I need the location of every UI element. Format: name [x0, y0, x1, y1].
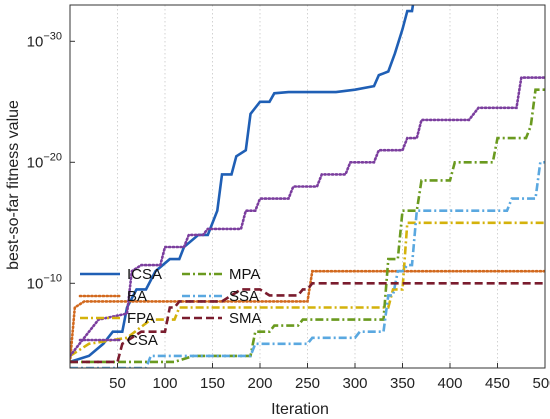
grid [117, 5, 546, 368]
legend-label-ssa: SSA [229, 288, 259, 305]
series-line-fpa [70, 221, 545, 357]
legend-label-fpa: FPA [127, 310, 155, 327]
legend-label-mpa: MPA [229, 266, 260, 283]
x-tick-label: 50 [109, 375, 126, 392]
y-ticks: 10−10 10−20 10−30 [27, 30, 75, 292]
y-tick-label: 10−20 [27, 151, 62, 171]
series-line-mpa [70, 88, 545, 364]
legend-label-icsa: ICSA [127, 266, 162, 283]
x-axis-title: Iteration [271, 401, 329, 418]
legend-label-csa: CSA [127, 332, 158, 349]
y-tick-label: 10−10 [27, 272, 62, 292]
x-ticks: 50 100 150 200 250 300 350 400 450 500 [109, 363, 550, 392]
legend-label-sma: SMA [229, 310, 262, 327]
series-line-ssa [70, 161, 545, 368]
y-axis-title: best-so-far fitness value [5, 100, 22, 270]
x-tick-label: 450 [485, 375, 510, 392]
legend: ICSA BA FPA CSA MPA SSA SMA [78, 266, 262, 349]
x-tick-label: 300 [342, 375, 367, 392]
series-line-sma [70, 282, 545, 364]
y-tick-label: 10−30 [27, 30, 62, 50]
x-tick-label: 400 [437, 375, 462, 392]
x-tick-label: 100 [152, 375, 177, 392]
series-line-ba [70, 269, 545, 364]
series-line-csa [70, 76, 545, 358]
x-tick-label: 200 [247, 375, 272, 392]
x-tick-label: 250 [295, 375, 320, 392]
series-lines [70, 5, 545, 368]
legend-label-ba: BA [127, 288, 147, 305]
x-tick-label: 500 [532, 375, 550, 392]
x-tick-label: 150 [200, 375, 225, 392]
x-tick-label: 350 [390, 375, 415, 392]
series-line-icsa [70, 5, 415, 364]
